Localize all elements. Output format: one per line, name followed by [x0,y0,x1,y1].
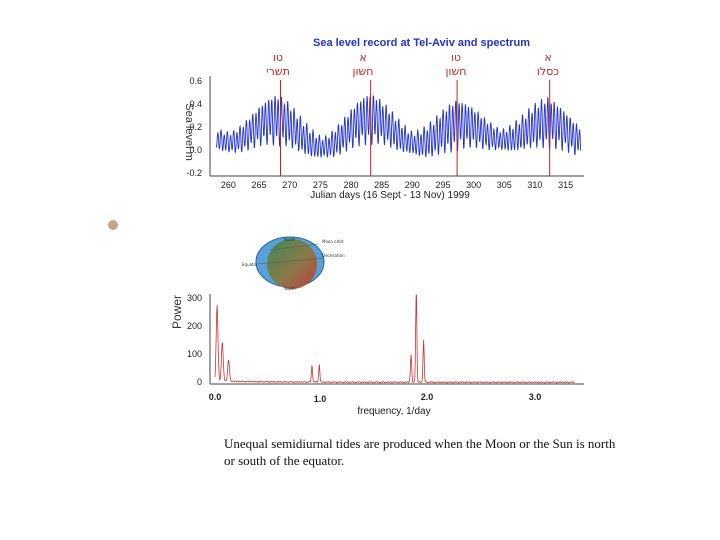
top-x-tick: 290 [405,180,420,190]
diagram-north-label: North [284,237,296,242]
top-x-tick: 270 [282,180,297,190]
top-x-tick: 295 [435,180,450,190]
bottom-x-tick: 1.0 [314,394,327,404]
bottom-x-tick: 0.0 [209,392,222,402]
diagram-equator-label: Equator [242,262,258,267]
sea-level-series [215,95,582,159]
top-x-tick: 275 [313,180,328,190]
earth-globe [267,239,317,289]
bottom-x-label: frequency, 1/day [357,406,430,417]
top-x-label: Julian days (16 Sept - 13 Nov) 1999 [310,190,470,201]
diagram-moon-orbit-label: Moon orbit [322,239,344,244]
bottom-x-tick: 3.0 [529,392,542,402]
moon-phase-lines [280,80,551,176]
top-y-tick: 0.4 [189,99,202,109]
diagram-south-label: South [284,286,296,291]
bottom-y-tick: 200 [187,321,202,331]
marker-label-4-line1: א [544,51,551,64]
top-y-tick: -0.2 [186,168,202,178]
top-chart-title: Sea level record at Tel-Aviv and spectru… [313,37,530,49]
marker-label-3-line1: טו [451,51,461,64]
top-y-label: Sea level m [183,103,195,160]
earth-declination-diagram: North Moon orbit Declination Equator Sou… [242,236,345,291]
orbit-line [269,243,319,251]
top-x-tick: 260 [221,180,236,190]
moon-phase-labels: טו תשרי א חשון טו חשון א כסלו [266,51,559,78]
bottom-y-tick: 300 [187,293,202,303]
equator-line [257,257,325,265]
marker-label-3-line2: חשון [446,65,467,78]
marker-label-1-line1: טו [273,51,283,64]
slide-bullet [108,220,118,230]
top-y-tick: 0.6 [189,76,202,86]
power-spectrum-series [214,294,575,384]
top-x-tick: 285 [374,180,389,190]
bottom-x-ticks: 0.0 1.0 2.0 3.0 [209,392,542,404]
top-x-tick: 265 [252,180,267,190]
top-x-tick: 310 [527,180,542,190]
top-x-ticks: 260 265 270 275 280 285 290 295 300 305 310 315 [221,180,573,190]
bottom-y-tick: 100 [187,349,202,359]
caption-text: Unequal semidiurnal tides are produced w… [224,436,616,468]
top-x-tick: 280 [344,180,359,190]
bottom-y-label: Power [170,295,184,329]
top-y-ticks: 0.6 0.4 0.2 0.0 -0.2 [186,76,202,178]
top-y-tick: 0.2 [189,122,202,132]
marker-label-1-line2: תשרי [266,65,290,78]
top-x-tick: 315 [558,180,573,190]
bottom-y-ticks: 300 200 100 0 [187,293,202,387]
marker-label-4-line2: כסלו [537,65,559,78]
bottom-x-tick: 2.0 [421,392,434,402]
top-x-tick: 305 [497,180,512,190]
bottom-y-tick: 0 [197,377,202,387]
marker-label-2-line1: א [359,51,366,64]
top-x-tick: 300 [466,180,481,190]
top-y-tick: 0.0 [189,145,202,155]
diagram-declination-label: Declination [322,253,345,258]
marker-label-2-line2: חשון [353,65,374,78]
